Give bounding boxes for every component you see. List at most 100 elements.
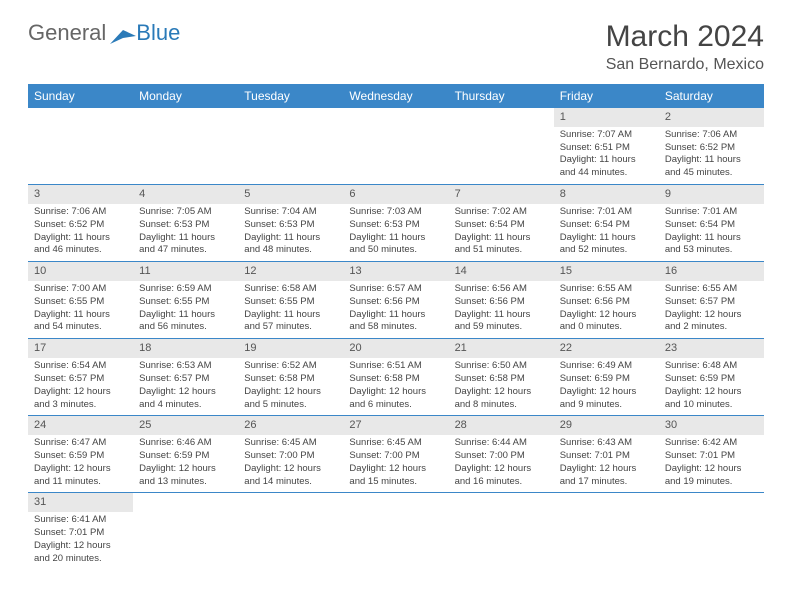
- calendar-day-cell: [133, 493, 238, 570]
- sunrise-text: Sunrise: 6:53 AM: [139, 360, 232, 373]
- header: General Blue March 2024 San Bernardo, Me…: [28, 20, 764, 74]
- day-number: 9: [659, 185, 764, 204]
- sunrise-text: Sunrise: 6:45 AM: [349, 437, 442, 450]
- day-body: [554, 497, 659, 503]
- day-number: 5: [238, 185, 343, 204]
- day-number: 2: [659, 108, 764, 127]
- sunset-text: Sunset: 6:59 PM: [560, 373, 653, 386]
- calendar-week-row: 17Sunrise: 6:54 AMSunset: 6:57 PMDayligh…: [28, 339, 764, 416]
- calendar-week-row: 1 Sunrise: 7:07 AMSunset: 6:51 PMDaylight…: [28, 108, 764, 185]
- sunset-text: Sunset: 7:01 PM: [34, 527, 127, 540]
- calendar-day-cell: 21Sunrise: 6:50 AMSunset: 6:58 PMDayligh…: [449, 339, 554, 416]
- sunset-text: Sunset: 7:01 PM: [560, 450, 653, 463]
- day-body: Sunrise: 7:03 AMSunset: 6:53 PMDaylight:…: [343, 204, 448, 261]
- day-number: 1: [554, 108, 659, 127]
- sunset-text: Sunset: 6:57 PM: [665, 296, 758, 309]
- calendar-day-cell: 30Sunrise: 6:42 AMSunset: 7:01 PMDayligh…: [659, 416, 764, 493]
- daylight-text: Daylight: 12 hours and 17 minutes.: [560, 463, 653, 489]
- sunrise-text: Sunrise: 6:52 AM: [244, 360, 337, 373]
- day-number: 7: [449, 185, 554, 204]
- sunset-text: Sunset: 6:56 PM: [560, 296, 653, 309]
- sunset-text: Sunset: 7:00 PM: [244, 450, 337, 463]
- daylight-text: Daylight: 11 hours and 52 minutes.: [560, 232, 653, 258]
- day-body: [343, 497, 448, 503]
- sunset-text: Sunset: 6:56 PM: [349, 296, 442, 309]
- calendar-day-cell: [238, 493, 343, 570]
- sunrise-text: Sunrise: 6:43 AM: [560, 437, 653, 450]
- daylight-text: Daylight: 11 hours and 54 minutes.: [34, 309, 127, 335]
- logo-flag-icon: [110, 24, 136, 38]
- day-body: Sunrise: 6:56 AMSunset: 6:56 PMDaylight:…: [449, 281, 554, 338]
- sunset-text: Sunset: 6:54 PM: [560, 219, 653, 232]
- day-body: Sunrise: 6:53 AMSunset: 6:57 PMDaylight:…: [133, 358, 238, 415]
- day-number: 15: [554, 262, 659, 281]
- daylight-text: Daylight: 11 hours and 44 minutes.: [560, 154, 653, 180]
- day-body: Sunrise: 6:54 AMSunset: 6:57 PMDaylight:…: [28, 358, 133, 415]
- calendar-day-cell: 14Sunrise: 6:56 AMSunset: 6:56 PMDayligh…: [449, 262, 554, 339]
- calendar-week-row: 10Sunrise: 7:00 AMSunset: 6:55 PMDayligh…: [28, 262, 764, 339]
- sunrise-text: Sunrise: 7:01 AM: [560, 206, 653, 219]
- day-number: 28: [449, 416, 554, 435]
- day-number: 27: [343, 416, 448, 435]
- sunrise-text: Sunrise: 6:55 AM: [560, 283, 653, 296]
- day-number: 17: [28, 339, 133, 358]
- day-body: Sunrise: 7:00 AMSunset: 6:55 PMDaylight:…: [28, 281, 133, 338]
- calendar-day-cell: 22Sunrise: 6:49 AMSunset: 6:59 PMDayligh…: [554, 339, 659, 416]
- sunset-text: Sunset: 6:53 PM: [139, 219, 232, 232]
- sunset-text: Sunset: 6:55 PM: [34, 296, 127, 309]
- sunset-text: Sunset: 7:00 PM: [349, 450, 442, 463]
- sunset-text: Sunset: 7:01 PM: [665, 450, 758, 463]
- sunset-text: Sunset: 6:59 PM: [665, 373, 758, 386]
- day-number: 21: [449, 339, 554, 358]
- day-body: [659, 497, 764, 503]
- daylight-text: Daylight: 11 hours and 57 minutes.: [244, 309, 337, 335]
- daylight-text: Daylight: 11 hours and 59 minutes.: [455, 309, 548, 335]
- daylight-text: Daylight: 12 hours and 14 minutes.: [244, 463, 337, 489]
- logo-word2: Blue: [136, 20, 180, 46]
- daylight-text: Daylight: 11 hours and 56 minutes.: [139, 309, 232, 335]
- sunset-text: Sunset: 6:54 PM: [665, 219, 758, 232]
- sunrise-text: Sunrise: 7:01 AM: [665, 206, 758, 219]
- day-number: 3: [28, 185, 133, 204]
- sunset-text: Sunset: 6:52 PM: [665, 142, 758, 155]
- day-body: Sunrise: 6:41 AMSunset: 7:01 PMDaylight:…: [28, 512, 133, 569]
- calendar-day-cell: 9Sunrise: 7:01 AMSunset: 6:54 PMDaylight…: [659, 185, 764, 262]
- calendar-day-cell: 23 Sunrise: 6:48 AMSunset: 6:59 PMDayligh…: [659, 339, 764, 416]
- calendar-week-row: 24Sunrise: 6:47 AMSunset: 6:59 PMDayligh…: [28, 416, 764, 493]
- sunrise-text: Sunrise: 6:47 AM: [34, 437, 127, 450]
- sunrise-text: Sunrise: 6:48 AM: [665, 360, 758, 373]
- day-body: [238, 112, 343, 118]
- calendar-day-cell: 1 Sunrise: 7:07 AMSunset: 6:51 PMDaylight…: [554, 108, 659, 185]
- day-number: 4: [133, 185, 238, 204]
- sunset-text: Sunset: 6:59 PM: [139, 450, 232, 463]
- calendar-day-cell: 17Sunrise: 6:54 AMSunset: 6:57 PMDayligh…: [28, 339, 133, 416]
- day-body: Sunrise: 6:55 AMSunset: 6:56 PMDaylight:…: [554, 281, 659, 338]
- weekday-header: Monday: [133, 84, 238, 108]
- calendar-day-cell: 25Sunrise: 6:46 AMSunset: 6:59 PMDayligh…: [133, 416, 238, 493]
- weekday-header: Wednesday: [343, 84, 448, 108]
- day-number: 23: [659, 339, 764, 358]
- day-body: Sunrise: 7:02 AMSunset: 6:54 PMDaylight:…: [449, 204, 554, 261]
- calendar-day-cell: [343, 493, 448, 570]
- day-body: Sunrise: 6:58 AMSunset: 6:55 PMDaylight:…: [238, 281, 343, 338]
- daylight-text: Daylight: 12 hours and 6 minutes.: [349, 386, 442, 412]
- calendar-day-cell: [449, 108, 554, 185]
- sunrise-text: Sunrise: 6:57 AM: [349, 283, 442, 296]
- day-number: 22: [554, 339, 659, 358]
- daylight-text: Daylight: 11 hours and 47 minutes.: [139, 232, 232, 258]
- sunrise-text: Sunrise: 7:07 AM: [560, 129, 653, 142]
- sunset-text: Sunset: 6:53 PM: [349, 219, 442, 232]
- sunset-text: Sunset: 6:51 PM: [560, 142, 653, 155]
- logo: General Blue: [28, 20, 180, 46]
- calendar-day-cell: 8Sunrise: 7:01 AMSunset: 6:54 PMDaylight…: [554, 185, 659, 262]
- daylight-text: Daylight: 11 hours and 48 minutes.: [244, 232, 337, 258]
- sunrise-text: Sunrise: 6:42 AM: [665, 437, 758, 450]
- daylight-text: Daylight: 12 hours and 10 minutes.: [665, 386, 758, 412]
- day-body: Sunrise: 7:01 AMSunset: 6:54 PMDaylight:…: [554, 204, 659, 261]
- day-number: 26: [238, 416, 343, 435]
- sunset-text: Sunset: 6:59 PM: [34, 450, 127, 463]
- calendar-day-cell: 15Sunrise: 6:55 AMSunset: 6:56 PMDayligh…: [554, 262, 659, 339]
- day-number: 6: [343, 185, 448, 204]
- sunrise-text: Sunrise: 7:02 AM: [455, 206, 548, 219]
- day-number: 30: [659, 416, 764, 435]
